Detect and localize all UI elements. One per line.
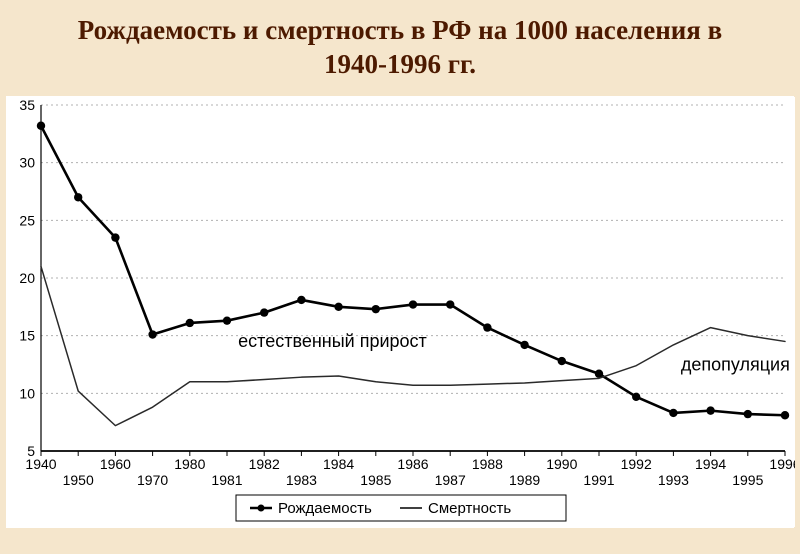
y-tick-label: 25 bbox=[19, 212, 35, 228]
legend-marker bbox=[258, 504, 265, 511]
data-point bbox=[223, 316, 231, 324]
x-tick-label: 1980 bbox=[174, 456, 205, 472]
x-tick-label: 1986 bbox=[397, 456, 428, 472]
data-point bbox=[186, 318, 194, 326]
x-tick-label: 1991 bbox=[583, 472, 614, 488]
data-point bbox=[334, 302, 342, 310]
y-tick-label: 35 bbox=[19, 97, 35, 113]
data-point bbox=[781, 411, 789, 419]
x-tick-label: 1987 bbox=[435, 472, 466, 488]
data-point bbox=[409, 300, 417, 308]
x-tick-label: 1983 bbox=[286, 472, 317, 488]
x-tick-label: 1989 bbox=[509, 472, 540, 488]
data-point bbox=[706, 406, 714, 414]
x-tick-label: 1994 bbox=[695, 456, 726, 472]
data-point bbox=[669, 408, 677, 416]
line-chart: 5101520253035194019501960197019801981198… bbox=[7, 97, 795, 527]
y-tick-label: 20 bbox=[19, 270, 35, 286]
x-tick-label: 1940 bbox=[25, 456, 56, 472]
x-tick-label: 1981 bbox=[211, 472, 242, 488]
data-point bbox=[148, 330, 156, 338]
x-tick-label: 1996 bbox=[769, 456, 795, 472]
x-tick-label: 1984 bbox=[323, 456, 354, 472]
chart-annotation: естественный прирост bbox=[238, 331, 427, 351]
data-point bbox=[520, 340, 528, 348]
data-point bbox=[111, 233, 119, 241]
chart-container: 5101520253035194019501960197019801981198… bbox=[6, 96, 794, 528]
chart-annotation: депопуляция bbox=[681, 354, 790, 374]
legend-label: Смертность bbox=[428, 500, 511, 517]
data-point bbox=[74, 193, 82, 201]
x-tick-label: 1988 bbox=[472, 456, 503, 472]
data-point bbox=[632, 392, 640, 400]
x-tick-label: 1985 bbox=[360, 472, 391, 488]
x-tick-label: 1970 bbox=[137, 472, 168, 488]
y-tick-label: 10 bbox=[19, 385, 35, 401]
x-tick-label: 1990 bbox=[546, 456, 577, 472]
data-point bbox=[446, 300, 454, 308]
data-point bbox=[372, 304, 380, 312]
data-point bbox=[483, 323, 491, 331]
data-point bbox=[297, 295, 305, 303]
x-tick-label: 1993 bbox=[658, 472, 689, 488]
x-tick-label: 1995 bbox=[732, 472, 763, 488]
x-tick-label: 1992 bbox=[621, 456, 652, 472]
y-tick-label: 15 bbox=[19, 327, 35, 343]
y-tick-label: 30 bbox=[19, 154, 35, 170]
x-tick-label: 1982 bbox=[249, 456, 280, 472]
data-point bbox=[260, 308, 268, 316]
data-point bbox=[558, 356, 566, 364]
data-point bbox=[37, 121, 45, 129]
legend-label: Рождаемость bbox=[278, 500, 372, 517]
x-tick-label: 1960 bbox=[100, 456, 131, 472]
page-title: Рождаемость и смертность в РФ на 1000 на… bbox=[0, 0, 800, 92]
data-point bbox=[744, 409, 752, 417]
x-tick-label: 1950 bbox=[63, 472, 94, 488]
